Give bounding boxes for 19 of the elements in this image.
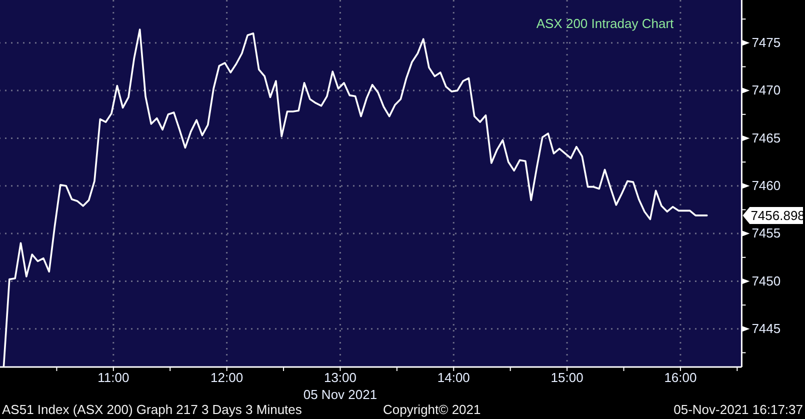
text: ASX 200 Intraday Chart [536, 16, 674, 31]
x-axis-title: 05 Nov 2021 [303, 387, 378, 402]
y-tick-label: 7450 [752, 273, 781, 288]
x-tick-label: 14:00 [437, 370, 470, 386]
y-tick-label: 7465 [752, 130, 781, 146]
x-tick-label: 16:00 [664, 370, 697, 386]
y-tick-label: 7445 [752, 321, 781, 336]
x-tick-label: 15:00 [550, 370, 584, 386]
y-tick-label: 7475 [752, 35, 781, 50]
x-tick-label: 13:00 [324, 370, 357, 386]
text: Copyright© 2021 [383, 402, 481, 417]
y-tick-label: 7460 [752, 178, 781, 194]
y-tick-label: 7455 [752, 226, 781, 241]
x-tick-label: 12:00 [210, 370, 244, 386]
text: 05-Nov-2021 16:17:37 [674, 402, 803, 417]
text: AS51 Index (ASX 200) Graph 217 3 Days 3 Minutes [2, 402, 302, 417]
text: 7456.898 [750, 208, 805, 223]
x-tick-label: 11:00 [98, 370, 130, 386]
y-tick-label: 7470 [752, 82, 781, 98]
